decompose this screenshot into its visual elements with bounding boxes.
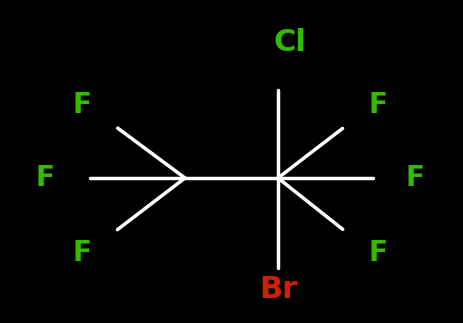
- Text: F: F: [73, 91, 91, 119]
- Text: F: F: [36, 164, 55, 192]
- Text: F: F: [406, 164, 425, 192]
- Text: Cl: Cl: [274, 27, 307, 57]
- Text: F: F: [73, 239, 91, 267]
- Text: F: F: [369, 91, 388, 119]
- Text: Br: Br: [259, 276, 297, 305]
- Text: F: F: [369, 239, 388, 267]
